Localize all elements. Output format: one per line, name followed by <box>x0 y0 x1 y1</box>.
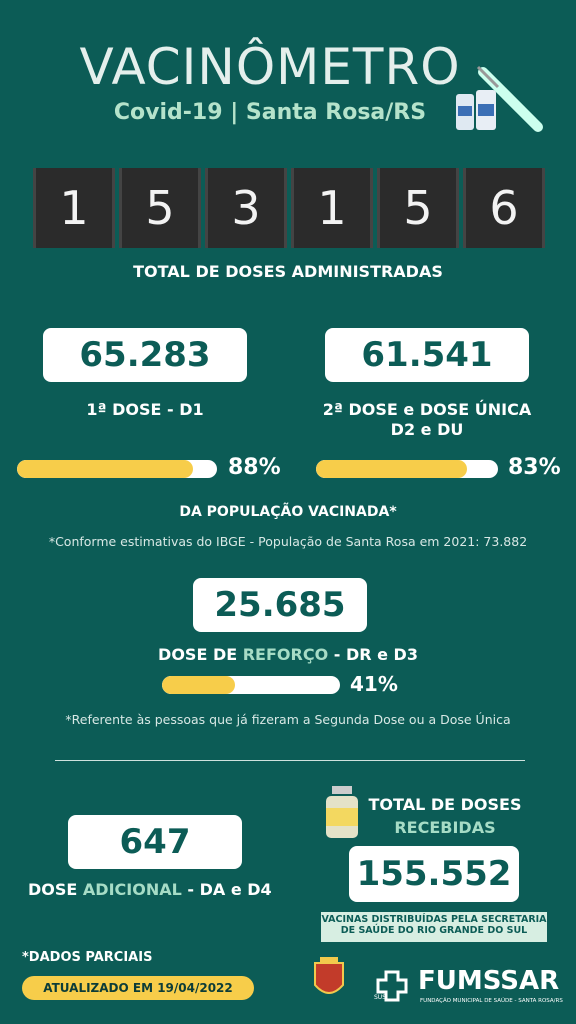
counter-label: TOTAL DE DOSES ADMINISTRADAS <box>133 262 443 281</box>
progress-track <box>316 460 498 478</box>
progress-bar <box>17 460 193 478</box>
divider <box>55 760 525 761</box>
dose2-label: D2 e DU <box>390 420 464 439</box>
text: DOSE DE <box>158 645 243 664</box>
counter-digit: 3 <box>205 168 287 248</box>
subtitle: Covid-19 | Santa Rosa/RS <box>113 100 427 125</box>
dose1-value: 65.283 <box>43 328 247 382</box>
received-title: TOTAL DE DOSES <box>368 795 522 814</box>
additional-label: DOSE ADICIONAL - DA e D4 <box>28 880 328 899</box>
population-note: *Conforme estimativas do IBGE - Populaçã… <box>48 534 528 549</box>
vaccine-icon <box>456 65 543 132</box>
progress-track <box>162 676 340 694</box>
percent: 83% <box>508 455 561 480</box>
counter-digit: 5 <box>377 168 459 248</box>
text: ADICIONAL <box>82 880 182 899</box>
counter-digit: 1 <box>33 168 115 248</box>
brand: FUMSSAR <box>418 966 560 996</box>
booster-label: DOSE DE REFORÇO - DR e D3 <box>0 645 576 664</box>
partial-note: *DADOS PARCIAIS <box>22 950 153 965</box>
received-title: RECEBIDAS <box>394 818 496 837</box>
received-note: VACINAS DISTRIBUÍDAS PELA SECRETARIA DE S… <box>321 912 547 942</box>
progress-track <box>17 460 217 478</box>
brand-sub: FUNDAÇÃO MUNICIPAL DE SAÚDE - SANTA ROSA… <box>420 998 563 1004</box>
counter-digit: 1 <box>291 168 373 248</box>
percent: 41% <box>350 672 398 696</box>
counter-digit: 6 <box>463 168 545 248</box>
progress-bar <box>316 460 468 478</box>
updated-badge: ATUALIZADO EM 19/04/2022 <box>22 976 254 1000</box>
text: - DR e D3 <box>328 645 418 664</box>
vial-icon <box>326 786 358 838</box>
percent: 88% <box>228 455 281 480</box>
title: VACINÔMETRO <box>79 38 461 96</box>
additional-value: 647 <box>68 815 242 869</box>
text: DE SAÚDE DO RIO GRANDE DO SUL <box>340 925 528 936</box>
text: DOSE <box>28 880 83 899</box>
population-caption: DA POPULAÇÃO VACINADA* <box>179 504 397 520</box>
dose2-label: 2ª DOSE e DOSE ÚNICA <box>322 400 532 419</box>
received-value: 155.552 <box>349 846 519 902</box>
booster-value: 25.685 <box>193 578 367 632</box>
text: VACINAS DISTRIBUÍDAS PELA SECRETARIA <box>321 914 547 925</box>
sus-logo <box>376 970 408 1002</box>
dose2-value: 61.541 <box>325 328 529 382</box>
dose1-label: 1ª DOSE - D1 <box>86 400 204 419</box>
text: - DA e D4 <box>181 880 272 899</box>
city-crest <box>314 957 344 994</box>
progress-bar <box>162 676 235 694</box>
sus: SUS <box>374 994 387 1001</box>
counter-digit: 5 <box>119 168 201 248</box>
booster-note: *Referente às pessoas que já fizeram a S… <box>65 712 511 727</box>
text: REFORÇO <box>242 645 329 664</box>
